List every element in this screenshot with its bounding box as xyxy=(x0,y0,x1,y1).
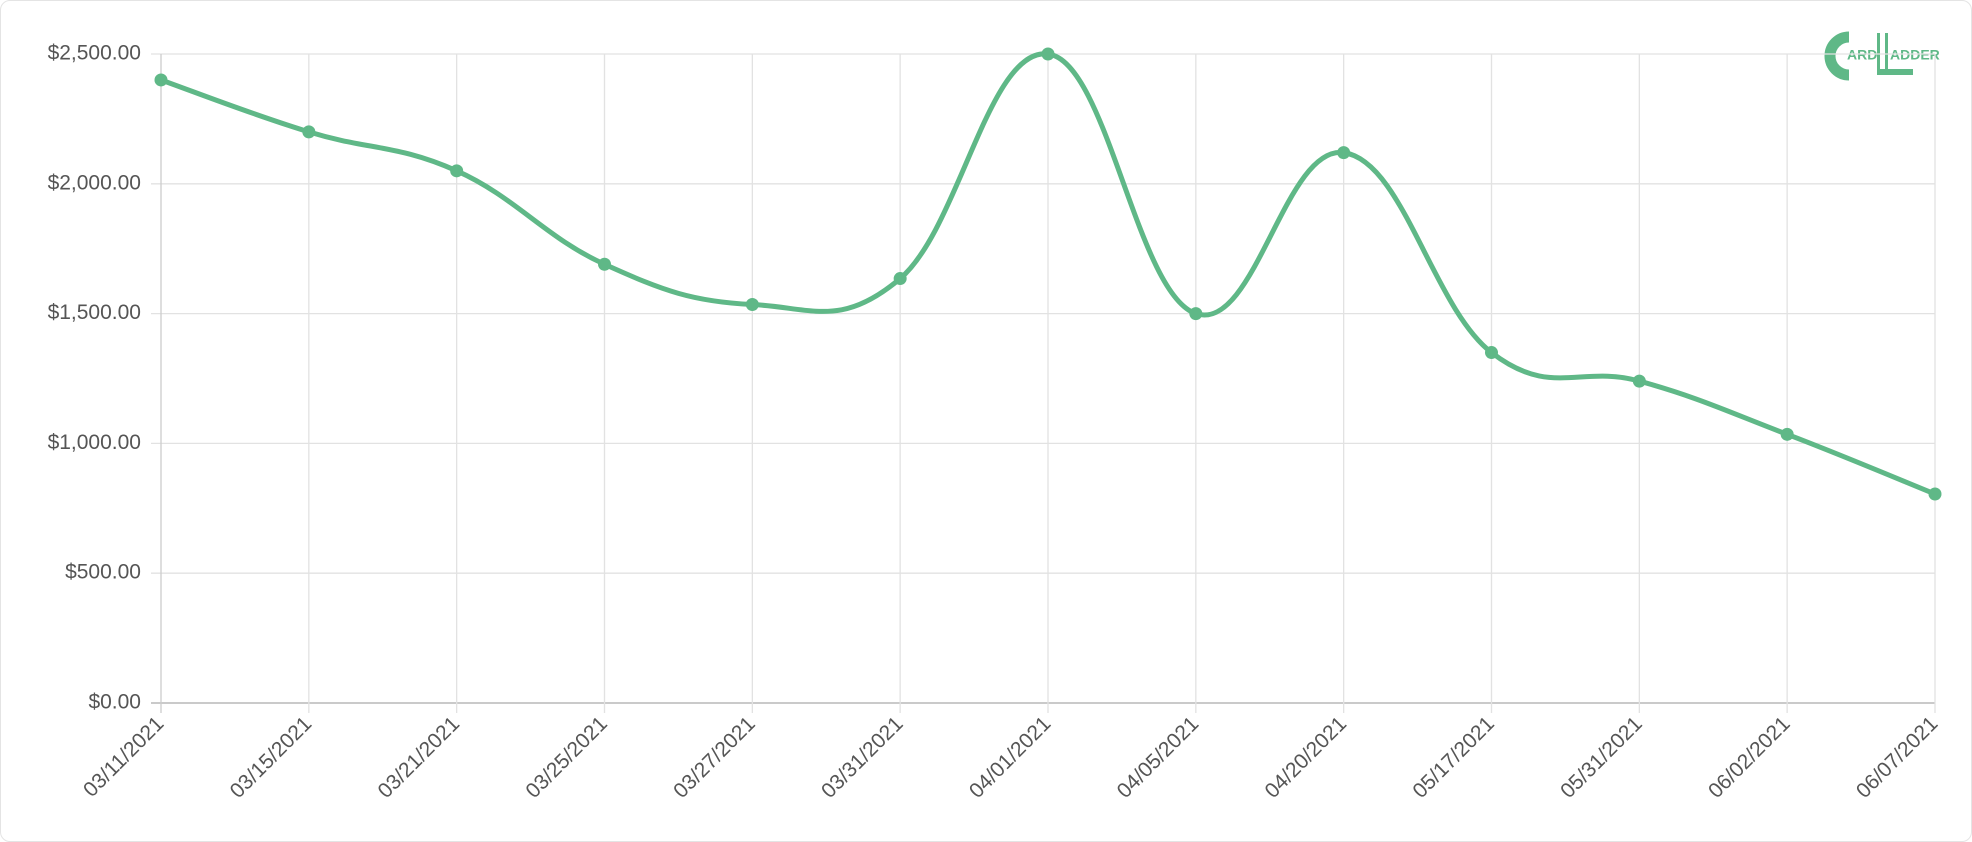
y-tick-label: $500.00 xyxy=(65,561,141,584)
x-tick-label: 05/17/2021 xyxy=(1408,712,1499,803)
point xyxy=(1928,487,1942,501)
y-tick-label: $2,500.00 xyxy=(48,42,141,65)
point xyxy=(450,164,464,178)
x-tick-label: 04/20/2021 xyxy=(1261,712,1352,803)
point xyxy=(302,125,316,139)
logo-text: ARD xyxy=(1847,47,1877,63)
point xyxy=(1632,374,1646,388)
x-tick-label: 03/27/2021 xyxy=(669,712,760,803)
y-tick-label: $0.00 xyxy=(88,691,141,714)
x-tick-label: 03/11/2021 xyxy=(79,712,168,801)
point xyxy=(598,257,611,271)
x-tick-label: 03/31/2021 xyxy=(817,712,908,803)
x-tick-label: 05/31/2021 xyxy=(1556,712,1647,803)
logo-l xyxy=(1877,69,1913,75)
point xyxy=(1189,307,1203,321)
logo-text: ADDER xyxy=(1890,47,1940,63)
point xyxy=(1780,427,1794,441)
logo-c xyxy=(1824,31,1850,81)
point xyxy=(154,73,168,87)
x-tick-label: 06/07/2021 xyxy=(1852,712,1943,803)
x-tick-label: 03/15/2021 xyxy=(226,712,317,803)
point xyxy=(1041,47,1055,61)
x-tick-label: 03/25/2021 xyxy=(521,712,612,803)
x-tick-label: 04/05/2021 xyxy=(1113,712,1204,803)
point xyxy=(893,272,907,286)
x-tick-label: 04/01/2021 xyxy=(965,712,1056,803)
x-tick-label: 06/02/2021 xyxy=(1704,712,1795,803)
point xyxy=(1337,146,1351,160)
point xyxy=(1485,346,1498,360)
y-tick-label: $1,500.00 xyxy=(48,301,141,324)
line xyxy=(160,51,1936,497)
y-tick-label: $1,000.00 xyxy=(48,431,141,454)
point xyxy=(745,298,759,312)
y-tick-label: $2,000.00 xyxy=(48,171,141,194)
x-tick-label: 03/21/2021 xyxy=(374,712,465,803)
